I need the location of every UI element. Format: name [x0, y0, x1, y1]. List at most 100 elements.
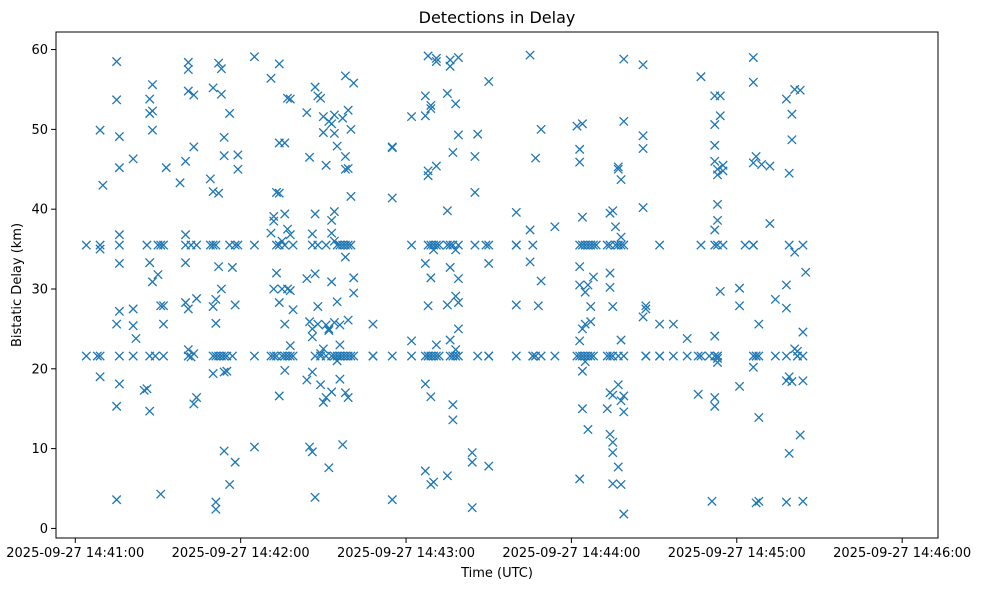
data-point: [798, 376, 808, 386]
data-point: [428, 477, 439, 487]
data-point: [591, 240, 601, 250]
data-point: [602, 240, 612, 250]
data-point: [577, 119, 588, 129]
data-point: [442, 88, 453, 99]
data-point: [781, 303, 792, 313]
data-point: [754, 412, 764, 423]
data-point: [550, 222, 560, 232]
data-point: [693, 389, 703, 400]
data-point: [511, 207, 521, 218]
data-point: [420, 379, 430, 389]
data-point: [784, 240, 794, 250]
data-point: [340, 71, 351, 81]
data-point: [406, 111, 417, 122]
data-point: [131, 333, 141, 344]
data-point: [280, 138, 290, 148]
data-point: [340, 252, 351, 262]
data-point: [638, 312, 648, 322]
data-point: [423, 170, 433, 181]
data-point: [111, 95, 122, 105]
data-point: [340, 388, 351, 398]
data-point: [329, 128, 340, 139]
data-point: [224, 108, 235, 119]
data-point: [426, 392, 436, 402]
data-point: [450, 245, 461, 255]
data-point: [710, 156, 720, 166]
data-point: [470, 240, 480, 250]
data-point: [748, 240, 758, 250]
data-point: [588, 240, 599, 250]
data-point: [536, 351, 546, 361]
data-point: [208, 240, 218, 250]
data-point: [530, 153, 541, 163]
data-point: [271, 240, 282, 250]
data-point: [654, 319, 665, 329]
data-point: [222, 366, 232, 376]
data-point: [641, 301, 651, 311]
data-point: [280, 365, 290, 376]
data-point: [326, 387, 337, 397]
y-tick-label: 0: [40, 522, 48, 537]
data-point: [448, 147, 458, 158]
data-point: [346, 124, 356, 135]
data-point: [450, 291, 461, 301]
data-point: [525, 225, 535, 235]
data-point: [795, 430, 805, 440]
data-point: [470, 187, 480, 198]
data-point: [608, 437, 618, 447]
data-point: [748, 158, 758, 168]
data-point: [536, 276, 546, 286]
data-point: [114, 306, 125, 316]
data-point: [340, 151, 351, 162]
data-point: [608, 447, 618, 458]
data-point: [608, 206, 618, 216]
data-point: [710, 392, 720, 403]
data-point: [274, 188, 284, 198]
chart-title: Detections in Delay: [419, 8, 576, 27]
y-tick-label: 60: [31, 43, 48, 58]
data-point: [183, 86, 193, 96]
data-point: [445, 335, 455, 345]
data-point: [754, 319, 764, 329]
data-point: [211, 318, 221, 328]
data-point: [147, 80, 158, 90]
data-point: [280, 209, 290, 219]
data-point: [511, 240, 521, 250]
data-point: [718, 166, 728, 176]
data-point: [740, 240, 750, 250]
data-point: [641, 351, 651, 361]
data-point: [329, 317, 340, 328]
data-point: [111, 56, 122, 67]
data-point: [712, 353, 723, 364]
data-point: [751, 351, 761, 361]
x-tick-label: 2025-09-27 14:45:00: [668, 546, 806, 561]
data-point: [282, 93, 293, 103]
data-point: [111, 319, 122, 329]
data-point: [696, 240, 706, 250]
data-point: [349, 78, 359, 88]
data-point: [668, 351, 679, 361]
data-point: [145, 406, 155, 416]
data-point: [577, 404, 588, 414]
plot-frame: [55, 31, 939, 539]
data-point: [765, 161, 775, 171]
data-point: [765, 218, 775, 229]
data-point: [326, 215, 337, 226]
data-point: [216, 89, 227, 99]
data-point: [588, 351, 599, 361]
data-point: [191, 392, 202, 403]
data-point: [707, 496, 717, 506]
data-point: [95, 244, 105, 254]
data-point: [274, 59, 284, 69]
data-point: [445, 61, 455, 71]
data-point: [266, 73, 276, 83]
data-point: [756, 159, 767, 170]
data-point: [114, 258, 125, 269]
data-point: [349, 288, 359, 298]
data-point: [575, 280, 585, 290]
data-point: [420, 466, 430, 476]
data-point: [337, 113, 348, 123]
data-point: [580, 287, 590, 297]
data-point: [784, 448, 794, 459]
data-point: [610, 222, 621, 232]
